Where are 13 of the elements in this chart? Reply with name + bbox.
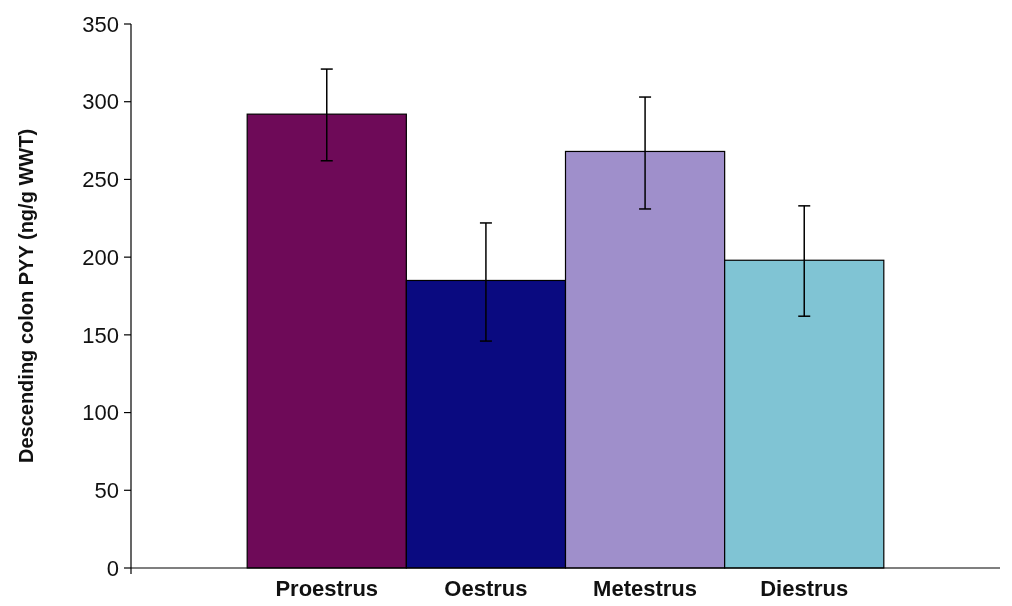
- y-tick-label: 250: [82, 167, 119, 193]
- y-tick-label: 0: [106, 555, 119, 581]
- y-axis-title: Descending colon PYY (ng/g WWT): [15, 128, 37, 464]
- y-tick-label: 350: [82, 11, 119, 37]
- x-tick-label: Oestrus: [444, 576, 528, 601]
- y-tick-label: 100: [82, 400, 119, 426]
- x-tick-label: Metestrus: [593, 576, 698, 601]
- y-tick-label: 300: [82, 89, 119, 115]
- x-tick-label: Diestrus: [760, 576, 849, 601]
- x-tick-label: Proestrus: [275, 576, 379, 601]
- y-tick-label: 200: [82, 244, 119, 270]
- y-tick-label: 150: [82, 322, 119, 348]
- y-tick-label: 50: [94, 477, 119, 503]
